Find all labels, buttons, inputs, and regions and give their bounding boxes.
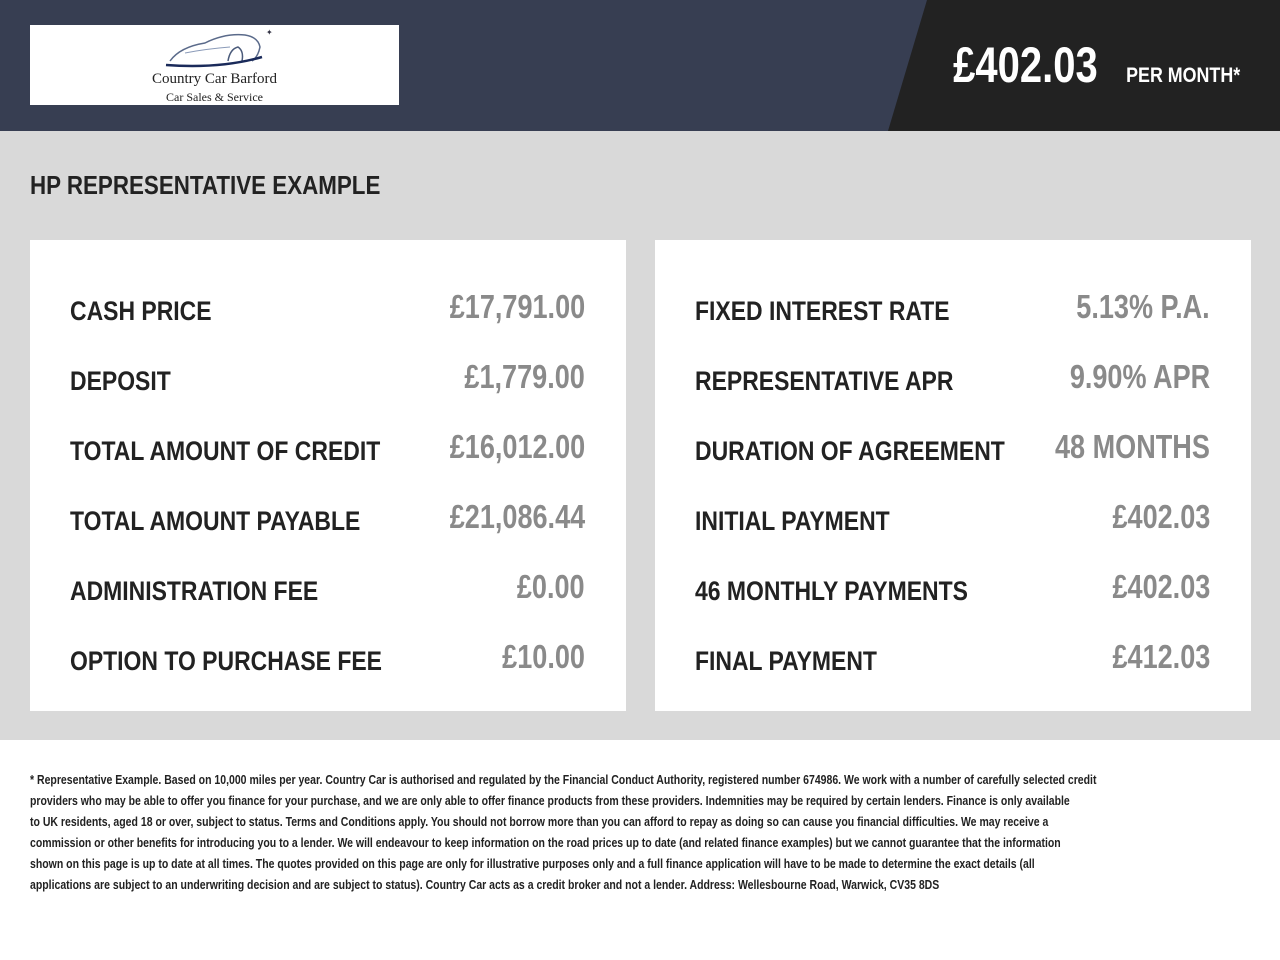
- finance-row: DURATION OF AGREEMENT 48 MONTHS: [695, 428, 1210, 468]
- row-label: ADMINISTRATION FEE: [70, 576, 319, 606]
- row-label: 46 MONTHLY PAYMENTS: [695, 576, 968, 606]
- section-title: HP REPRESENTATIVE EXAMPLE: [30, 170, 381, 200]
- row-label: DURATION OF AGREEMENT: [695, 436, 1005, 466]
- row-label: TOTAL AMOUNT PAYABLE: [70, 506, 361, 536]
- left-panel: CASH PRICE £17,791.00 DEPOSIT £1,779.00 TOTA…: [30, 240, 626, 711]
- finance-row: TOTAL AMOUNT OF CREDIT £16,012.00: [70, 428, 585, 468]
- footnote-line: to UK residents, aged 18 or over, subjec…: [30, 815, 1049, 829]
- logo-tagline: Car Sales & Service: [166, 90, 263, 104]
- row-label: CASH PRICE: [70, 296, 212, 326]
- right-panel: FIXED INTEREST RATE 5.13% P.A. REPRESENTAT…: [655, 240, 1251, 711]
- row-value: 5.13% P.A.: [1076, 288, 1210, 325]
- car-logo-icon: ✦: [165, 28, 273, 68]
- monthly-amount: £402.03: [953, 37, 1098, 93]
- row-value: £17,791.00: [449, 288, 585, 325]
- row-value: £10.00: [502, 638, 585, 675]
- logo-name: Country Car Barford: [152, 71, 277, 87]
- row-value: £16,012.00: [449, 428, 585, 465]
- dealer-logo[interactable]: ✦ Country Car Barford Car Sales & Servic…: [30, 25, 399, 105]
- row-value: £402.03: [1112, 498, 1210, 535]
- finance-row: CASH PRICE £17,791.00: [70, 288, 585, 328]
- row-value: 9.90% APR: [1069, 358, 1210, 395]
- finance-row: INITIAL PAYMENT £402.03: [695, 498, 1210, 538]
- row-label: FIXED INTEREST RATE: [695, 296, 950, 326]
- footnote: * Representative Example. Based on 10,00…: [30, 770, 1280, 896]
- finance-row: TOTAL AMOUNT PAYABLE £21,086.44: [70, 498, 585, 538]
- finance-row: ADMINISTRATION FEE £0.00: [70, 568, 585, 608]
- row-value: £1,779.00: [464, 358, 585, 395]
- monthly-label: PER MONTH*: [1125, 64, 1240, 87]
- finance-row: FINAL PAYMENT £412.03: [695, 638, 1210, 678]
- finance-row: 46 MONTHLY PAYMENTS £402.03: [695, 568, 1210, 608]
- footnote-line: commission or other benefits for introdu…: [30, 836, 1061, 850]
- finance-row: FIXED INTEREST RATE 5.13% P.A.: [695, 288, 1210, 328]
- row-label: FINAL PAYMENT: [695, 646, 877, 676]
- finance-row: DEPOSIT £1,779.00: [70, 358, 585, 398]
- footnote-line: * Representative Example. Based on 10,00…: [30, 773, 1097, 787]
- row-value: £402.03: [1112, 568, 1210, 605]
- finance-example: HP REPRESENTATIVE EXAMPLE CASH PRICE £17,…: [0, 131, 1280, 740]
- finance-row: REPRESENTATIVE APR 9.90% APR: [695, 358, 1210, 398]
- row-label: REPRESENTATIVE APR: [695, 366, 954, 396]
- footnote-line: providers who may be able to offer you f…: [30, 794, 1070, 808]
- row-value: 48 MONTHS: [1055, 428, 1210, 465]
- monthly-price-box: £402.03 PER MONTH*: [888, 0, 1280, 131]
- row-label: OPTION TO PURCHASE FEE: [70, 646, 382, 676]
- svg-text:✦: ✦: [266, 28, 273, 37]
- footnote-line: shown on this page is up to date at all …: [30, 857, 1035, 871]
- finance-row: OPTION TO PURCHASE FEE £10.00: [70, 638, 585, 678]
- header: ✦ Country Car Barford Car Sales & Servic…: [0, 0, 1280, 131]
- row-value: £21,086.44: [449, 498, 585, 535]
- row-value: £412.03: [1112, 638, 1210, 675]
- row-label: INITIAL PAYMENT: [695, 506, 890, 536]
- row-value: £0.00: [517, 568, 585, 605]
- row-label: DEPOSIT: [70, 366, 171, 396]
- row-label: TOTAL AMOUNT OF CREDIT: [70, 436, 381, 466]
- footnote-line: applications are subject to an underwrit…: [30, 878, 940, 892]
